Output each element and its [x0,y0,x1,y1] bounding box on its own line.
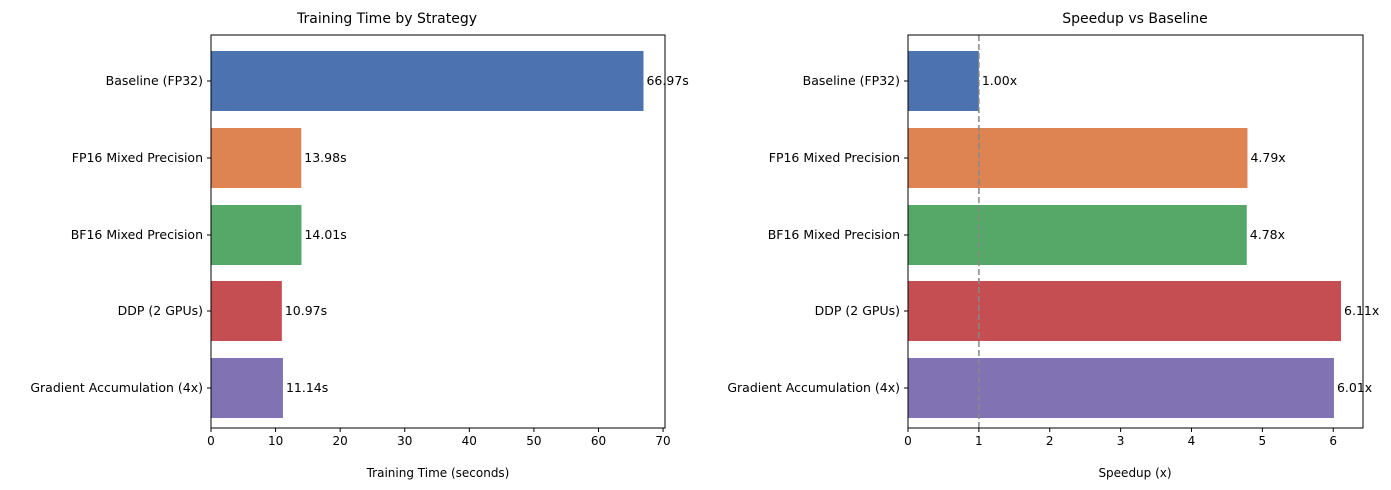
x-tick-label: 4 [1188,434,1196,448]
bar-fp16-mixed-precision [211,128,302,188]
value-label: 11.14s [286,380,328,395]
x-tick-label: 6 [1329,434,1337,448]
y-tick-label: BF16 Mixed Precision [71,227,203,242]
value-label: 13.98s [304,150,346,165]
x-tick-label: 2 [1046,434,1054,448]
chart-title: Training Time by Strategy [296,11,477,27]
value-label: 1.00x [982,73,1017,88]
value-label: 10.97s [285,303,327,318]
y-tick-label: FP16 Mixed Precision [769,150,900,165]
bar-bf16-mixed-precision [211,205,302,265]
value-label: 14.01s [304,227,346,242]
y-tick-label: FP16 Mixed Precision [72,150,203,165]
chart-title: Speedup vs Baseline [1062,11,1207,27]
x-tick-label: 40 [462,434,477,448]
bar-gradient-accumulation-4x [908,358,1334,418]
value-label: 4.78x [1250,227,1285,242]
bar-baseline-fp32 [908,51,979,111]
y-tick-label: Baseline (FP32) [106,73,203,88]
y-tick-label: Gradient Accumulation (4x) [727,380,900,395]
bar-gradient-accumulation-4x [211,358,283,418]
x-tick-label: 0 [904,434,912,448]
y-tick-label: DDP (2 GPUs) [815,303,900,318]
value-label: 4.79x [1250,150,1285,165]
value-label: 6.11x [1344,303,1379,318]
value-label: 66.97s [646,73,688,88]
value-label: 6.01x [1337,380,1372,395]
x-tick-label: 0 [207,434,215,448]
plot-frame [210,34,666,429]
y-tick-label: Gradient Accumulation (4x) [30,380,203,395]
x-tick-label: 70 [655,434,670,448]
y-tick-label: BF16 Mixed Precision [768,227,900,242]
bar-ddp-2-gpus [908,281,1342,341]
plot-frame [907,34,1364,429]
y-tick-label: Baseline (FP32) [803,73,900,88]
bar-fp16-mixed-precision [908,128,1248,188]
bar-ddp-2-gpus [211,281,282,341]
training-time-chart: Training Time by Strategy Training Time … [30,11,688,480]
x-tick-label: 60 [591,434,606,448]
x-tick-label: 10 [268,434,283,448]
x-tick-label: 3 [1117,434,1125,448]
x-axis-label: Training Time (seconds) [366,466,510,480]
x-tick-label: 50 [526,434,541,448]
bar-baseline-fp32 [211,51,644,111]
x-tick-label: 30 [397,434,412,448]
bar-bf16-mixed-precision [908,205,1247,265]
speedup-chart: Speedup vs Baseline Speedup (x) 1.00x 4.7… [727,11,1379,480]
x-tick-label: 1 [975,434,983,448]
x-axis-label: Speedup (x) [1098,466,1171,480]
y-tick-label: DDP (2 GPUs) [118,303,203,318]
x-tick-label: 5 [1259,434,1267,448]
x-tick-label: 20 [333,434,348,448]
